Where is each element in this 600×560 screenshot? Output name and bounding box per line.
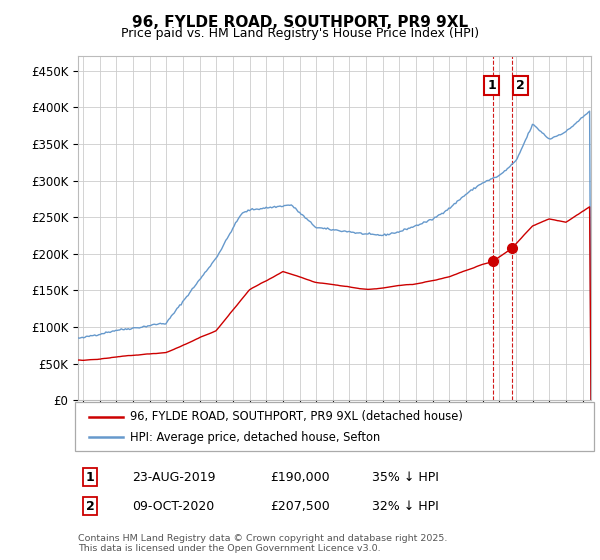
Text: 35% ↓ HPI: 35% ↓ HPI — [372, 470, 439, 484]
Text: 96, FYLDE ROAD, SOUTHPORT, PR9 9XL (detached house): 96, FYLDE ROAD, SOUTHPORT, PR9 9XL (deta… — [130, 410, 463, 423]
Text: HPI: Average price, detached house, Sefton: HPI: Average price, detached house, Seft… — [130, 431, 380, 444]
Text: 96, FYLDE ROAD, SOUTHPORT, PR9 9XL: 96, FYLDE ROAD, SOUTHPORT, PR9 9XL — [132, 15, 468, 30]
Text: 1: 1 — [86, 470, 94, 484]
Text: 23-AUG-2019: 23-AUG-2019 — [132, 470, 215, 484]
Text: £207,500: £207,500 — [270, 500, 330, 513]
Text: 09-OCT-2020: 09-OCT-2020 — [132, 500, 214, 513]
Text: Contains HM Land Registry data © Crown copyright and database right 2025.
This d: Contains HM Land Registry data © Crown c… — [78, 534, 448, 553]
Text: 2: 2 — [86, 500, 94, 513]
Text: 1: 1 — [487, 79, 496, 92]
Text: Price paid vs. HM Land Registry's House Price Index (HPI): Price paid vs. HM Land Registry's House … — [121, 27, 479, 40]
Text: 32% ↓ HPI: 32% ↓ HPI — [372, 500, 439, 513]
Text: 2: 2 — [517, 79, 525, 92]
Text: £190,000: £190,000 — [270, 470, 329, 484]
